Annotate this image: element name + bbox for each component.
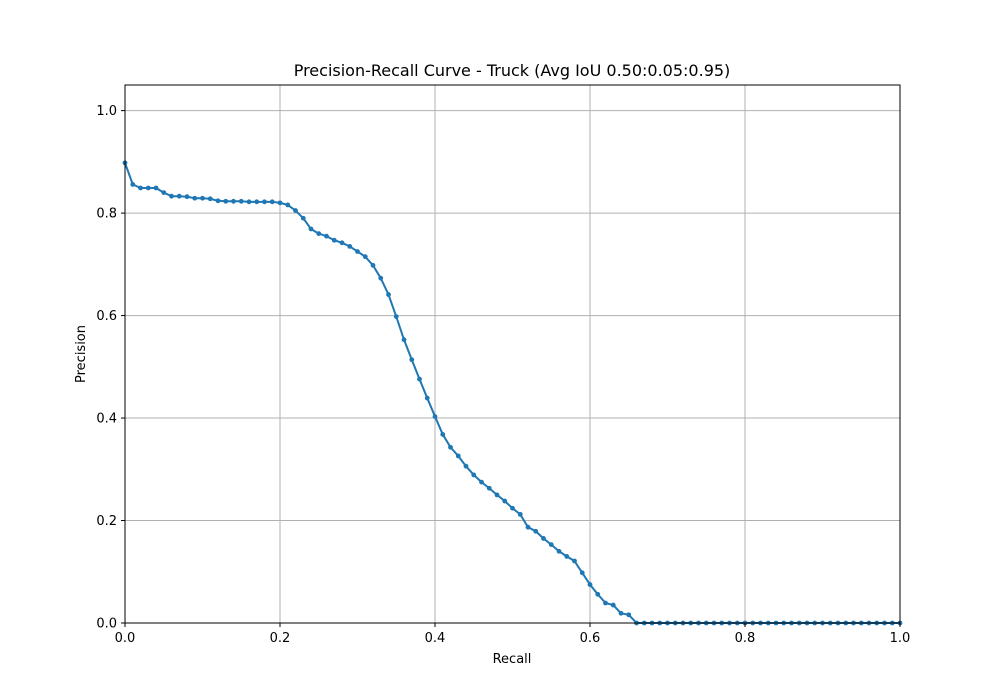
pr-curve-point [603,600,608,606]
pr-curve-point [355,249,360,254]
plot-frame [124,84,901,624]
pr-curve-point [130,182,136,187]
pr-curve-point [510,505,515,511]
pr-curve-point [215,198,221,204]
pr-curve-point [300,215,306,221]
pr-curve-point [440,432,446,437]
pr-curve-point [502,498,508,504]
pr-curve-point [331,237,337,243]
pr-curve-point [564,553,570,559]
pr-curve-point [463,463,469,469]
pr-curve-point [246,199,252,205]
x-tick-label: 0.2 [270,631,291,646]
pr-curve-point [579,570,585,576]
pr-curve-point [572,558,577,564]
y-tick-label: 0.0 [96,617,117,632]
pr-curve-point [238,198,244,204]
pr-curve-point [192,195,198,201]
pr-curve-point [378,275,384,281]
pr-curve-point [231,198,236,204]
pr-curve-point [455,453,461,459]
pr-curve-point [424,395,430,401]
pr-curve-point [169,193,174,199]
pr-curve-point [153,185,159,191]
pr-curve-point [223,198,229,204]
x-tick-label: 1.0 [890,631,911,646]
pr-curve-point [486,485,492,491]
pr-curve-point [316,231,322,236]
x-tick-label: 0.4 [425,631,446,646]
pr-curve-point [595,591,601,597]
pr-curve-point [339,240,345,246]
pr-curve-point [479,479,484,485]
pr-curve-point [541,536,546,541]
pr-curve-point [417,376,422,382]
pr-curve-point [184,194,190,200]
y-tick-label: 1.0 [96,104,117,119]
pr-curve-point [432,414,438,419]
pr-curve-point [269,199,275,205]
pr-curve-point [293,208,298,213]
pr-curve-point [587,582,593,587]
pr-curve-point [548,542,554,548]
x-tick-label: 0.0 [115,631,136,646]
pr-curve-point [370,262,376,268]
pr-curve-point [262,199,267,205]
pr-curve-point [525,524,531,530]
x-axis-label: Recall [493,652,532,667]
y-tick-label: 0.2 [96,514,117,529]
pr-curve-point [176,193,182,199]
pr-curve-point [494,492,500,498]
pr-curve-point [626,612,632,618]
pr-curve-point [517,511,523,517]
pr-curve-point [138,185,143,191]
pr-curve-point [200,195,205,201]
pr-curve-point [277,200,283,206]
pr-curve-point [533,528,539,534]
pr-curve-point [401,337,407,343]
y-tick-label: 0.6 [96,309,117,324]
y-tick-label: 0.8 [96,207,117,222]
pr-curve-point [324,233,329,239]
pr-curve-point [393,314,399,319]
pr-curve-point [145,185,151,191]
pr-curve-point [308,226,314,232]
pr-curve-point [618,610,624,616]
pr-curve-point [254,199,260,205]
pr-curve-point [285,202,291,208]
pr-curve-point [161,190,167,196]
pr-curve-point [386,292,391,297]
x-tick-label: 0.6 [580,631,601,646]
pr-curve-point [471,472,477,478]
pr-curve-point [448,444,453,450]
y-axis-label: Precision [74,325,89,383]
x-tick-label: 0.8 [735,631,756,646]
pr-curve-point [610,602,616,608]
pr-curve-point [409,357,415,363]
y-tick-label: 0.4 [96,412,117,427]
pr-curve-point [347,244,353,249]
pr-curve-point [362,254,368,260]
pr-curve-point [556,548,562,554]
tick-layer: 0.0 0.2 0.4 0.6 0.8 1.0 0.0 0.2 0.4 0.6 0.8 1.0 [96,104,910,646]
pr-curve-point [207,196,213,202]
chart-title: Precision-Recall Curve - Truck (Avg IoU … [294,61,731,80]
